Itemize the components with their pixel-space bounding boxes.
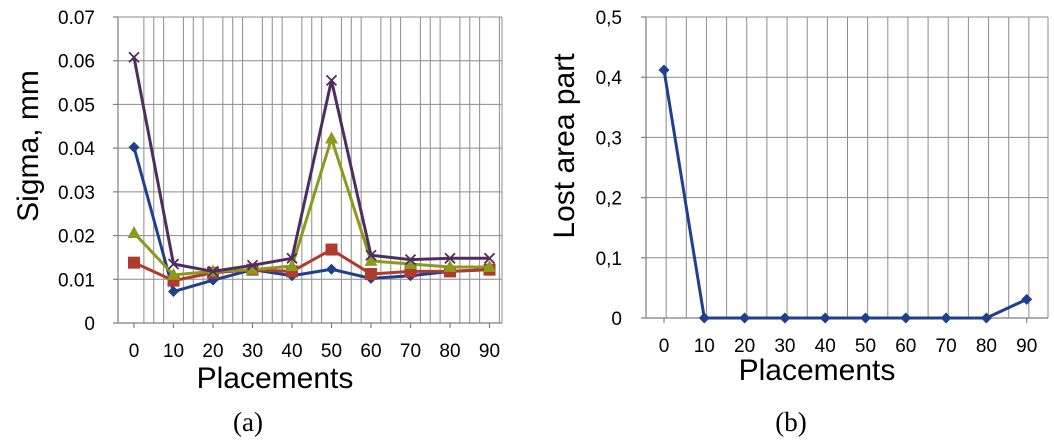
x-tick-label: 0 xyxy=(659,336,670,357)
data-point xyxy=(325,74,338,87)
data-point xyxy=(443,260,457,273)
data-point xyxy=(246,262,259,275)
x-axis-title: Placements xyxy=(197,362,354,395)
data-point xyxy=(325,131,338,144)
data-point xyxy=(167,267,180,280)
x-tick-label: 20 xyxy=(734,336,755,357)
y-axis-title: Lost area part xyxy=(548,53,581,239)
data-point xyxy=(167,258,180,270)
chart-a: 0 0.01 0.02 0.03 0.04 0.05 0.06 0.07 0 10 20 30 40 50… xyxy=(12,8,503,437)
y-tick-label: 0.01 xyxy=(58,270,95,291)
y-tick-label: 0 xyxy=(84,314,95,335)
chart-b: 0 0,1 0,2 0,3 0,4 0,5 0 10 20 30 40 50 60 70 80 90 Lost … xyxy=(548,8,1049,437)
data-point xyxy=(128,141,140,153)
data-point xyxy=(325,243,338,256)
y-axis-title: Sigma, mm xyxy=(12,70,45,222)
panel-label: (a) xyxy=(233,407,263,437)
x-tick-label: 0 xyxy=(129,341,140,362)
x-tick-label: 50 xyxy=(321,341,342,362)
data-point xyxy=(364,253,378,266)
data-point xyxy=(286,252,298,264)
data-point xyxy=(819,312,831,324)
data-point xyxy=(940,312,952,324)
data-point xyxy=(658,64,670,76)
data-point xyxy=(365,249,377,261)
data-point xyxy=(128,51,140,63)
x-tick-label: 80 xyxy=(439,341,460,362)
data-point xyxy=(980,312,992,324)
data-point xyxy=(326,263,337,275)
x-tick-label: 70 xyxy=(400,341,421,362)
data-point xyxy=(207,265,219,278)
data-point xyxy=(444,252,456,264)
y-tick-label: 0.04 xyxy=(58,139,95,160)
series-1 xyxy=(658,64,1033,324)
y-tick-label: 0.06 xyxy=(58,52,95,73)
x-tick-label: 40 xyxy=(281,341,302,362)
data-point xyxy=(779,312,791,324)
y-tick-label: 0,2 xyxy=(596,189,622,210)
panel-label: (b) xyxy=(775,407,806,437)
grid-lines xyxy=(646,16,1049,318)
data-point xyxy=(1021,293,1033,305)
x-tick-label: 40 xyxy=(815,336,836,357)
data-point xyxy=(698,312,710,324)
x-tick-label: 90 xyxy=(479,341,500,362)
series-line xyxy=(133,248,490,283)
data-point xyxy=(900,312,912,324)
series-line xyxy=(132,137,490,277)
series-line xyxy=(662,69,1028,320)
data-point xyxy=(404,253,417,266)
data-point xyxy=(246,259,259,271)
y-tick-label: 0,5 xyxy=(596,8,622,29)
x-axis-title: Placements xyxy=(739,354,896,387)
data-point xyxy=(483,252,496,264)
y-tick-label: 0.02 xyxy=(58,227,95,248)
data-point xyxy=(860,312,871,324)
x-tick-label: 10 xyxy=(163,341,184,362)
data-point xyxy=(365,268,377,281)
data-point xyxy=(285,259,299,272)
y-tick-label: 0.07 xyxy=(58,8,95,29)
data-point xyxy=(739,312,751,324)
x-tick-label: 60 xyxy=(895,336,916,357)
y-tick-label: 0,4 xyxy=(596,68,623,89)
x-tick-label: 70 xyxy=(936,336,957,357)
data-point xyxy=(127,225,141,238)
y-tick-label: 0,3 xyxy=(596,128,622,149)
y-tick-label: 0.05 xyxy=(58,95,95,116)
series-4 xyxy=(128,51,496,278)
y-tick-label: 0.03 xyxy=(58,183,95,204)
data-point xyxy=(168,286,179,298)
series-line xyxy=(132,146,490,294)
y-tick-label: 0,1 xyxy=(596,249,622,270)
x-tick-label: 80 xyxy=(976,336,997,357)
x-tick-label: 30 xyxy=(242,341,263,362)
data-point xyxy=(128,256,140,269)
x-tick-label: 50 xyxy=(855,336,876,357)
x-tick-label: 20 xyxy=(202,341,223,362)
x-tick-label: 60 xyxy=(360,341,381,362)
x-tick-label: 10 xyxy=(694,336,715,357)
x-tick-label: 90 xyxy=(1016,336,1037,357)
y-tick-label: 0 xyxy=(611,309,622,330)
series-line xyxy=(132,56,490,273)
x-tick-label: 30 xyxy=(774,336,795,357)
data-point xyxy=(404,256,417,269)
data-point xyxy=(483,260,496,273)
